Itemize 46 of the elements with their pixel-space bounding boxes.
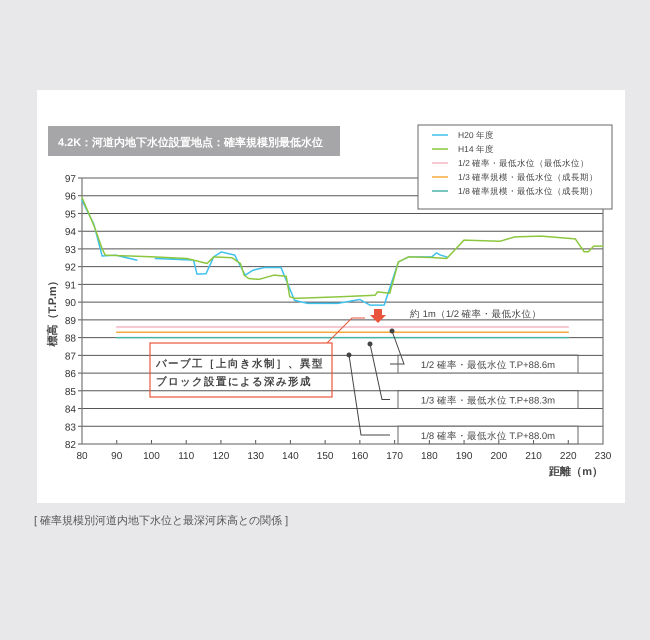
legend-label: 1/2 確率・最低水位（最低水位） (458, 158, 590, 168)
x-tick-label: 130 (247, 451, 264, 462)
text: [ 確率規模別河道内地下水位と最深河床高との関係 ] (34, 514, 288, 527)
x-tick-label: 170 (386, 451, 404, 462)
x-tick-label: 110 (178, 451, 195, 462)
y-tick-label: 96 (64, 192, 76, 203)
x-tick-label: 100 (143, 451, 160, 462)
y-tick-label: 95 (64, 209, 76, 220)
y-tick-label: 85 (64, 386, 76, 398)
x-tick-label: 80 (76, 451, 88, 462)
y-tick-label: 90 (64, 298, 76, 310)
y-tick-label: 97 (64, 174, 76, 185)
y-tick-label: 86 (64, 369, 76, 380)
x-tick-label: 200 (490, 451, 508, 462)
annotation: 1/8 確率・最低水位 T.P+88.0m (420, 430, 556, 442)
y-tick-label: 83 (64, 422, 76, 434)
x-tick-label: 210 (525, 451, 542, 462)
y-tick-label: 89 (64, 316, 76, 327)
x-tick-label: 90 (111, 451, 123, 462)
y-tick-label: 92 (64, 262, 76, 274)
x-tick-label: 150 (316, 451, 334, 462)
x-tick-label: 120 (212, 451, 230, 462)
y-tick-label: 82 (64, 440, 76, 451)
annotation: 約 1m（1/2 確率・最低水位） (410, 308, 542, 320)
line-series (81, 196, 604, 300)
y-tick-label: 84 (64, 404, 76, 416)
legend-label: H14 年度 (458, 144, 494, 154)
x-tick-label: 230 (594, 451, 612, 462)
legend-label: 1/8 確率規模・最低水位（成長期） (458, 186, 598, 196)
y-tick-label: 93 (64, 244, 76, 256)
annotation: 1/2 確率・最低水位 T.P+88.6m (420, 359, 556, 371)
legend-label: 1/3 確率規模・最低水位（成長期） (458, 172, 598, 182)
x-tick-label: 180 (420, 451, 438, 462)
y-tick-label: 91 (64, 280, 76, 292)
x-tick-label: 190 (456, 451, 473, 462)
y-axis-title: 標高（T.P.m） (46, 275, 59, 348)
chart-title: 4.2K：河道内地下水位設置地点：確率規模別最低水位 (58, 136, 324, 149)
y-tick-label: 87 (64, 351, 76, 362)
annotation: 1/3 確率・最低水位 T.P+88.3m (420, 394, 556, 406)
y-tick-label: 94 (64, 227, 76, 238)
x-tick-label: 140 (282, 451, 300, 462)
y-tick-label: 88 (64, 334, 76, 345)
legend-label: H20 年度 (458, 130, 494, 140)
x-tick-label: 160 (352, 451, 369, 462)
x-axis-title: 距離（m） (548, 465, 603, 478)
x-tick-label: 220 (560, 451, 578, 462)
